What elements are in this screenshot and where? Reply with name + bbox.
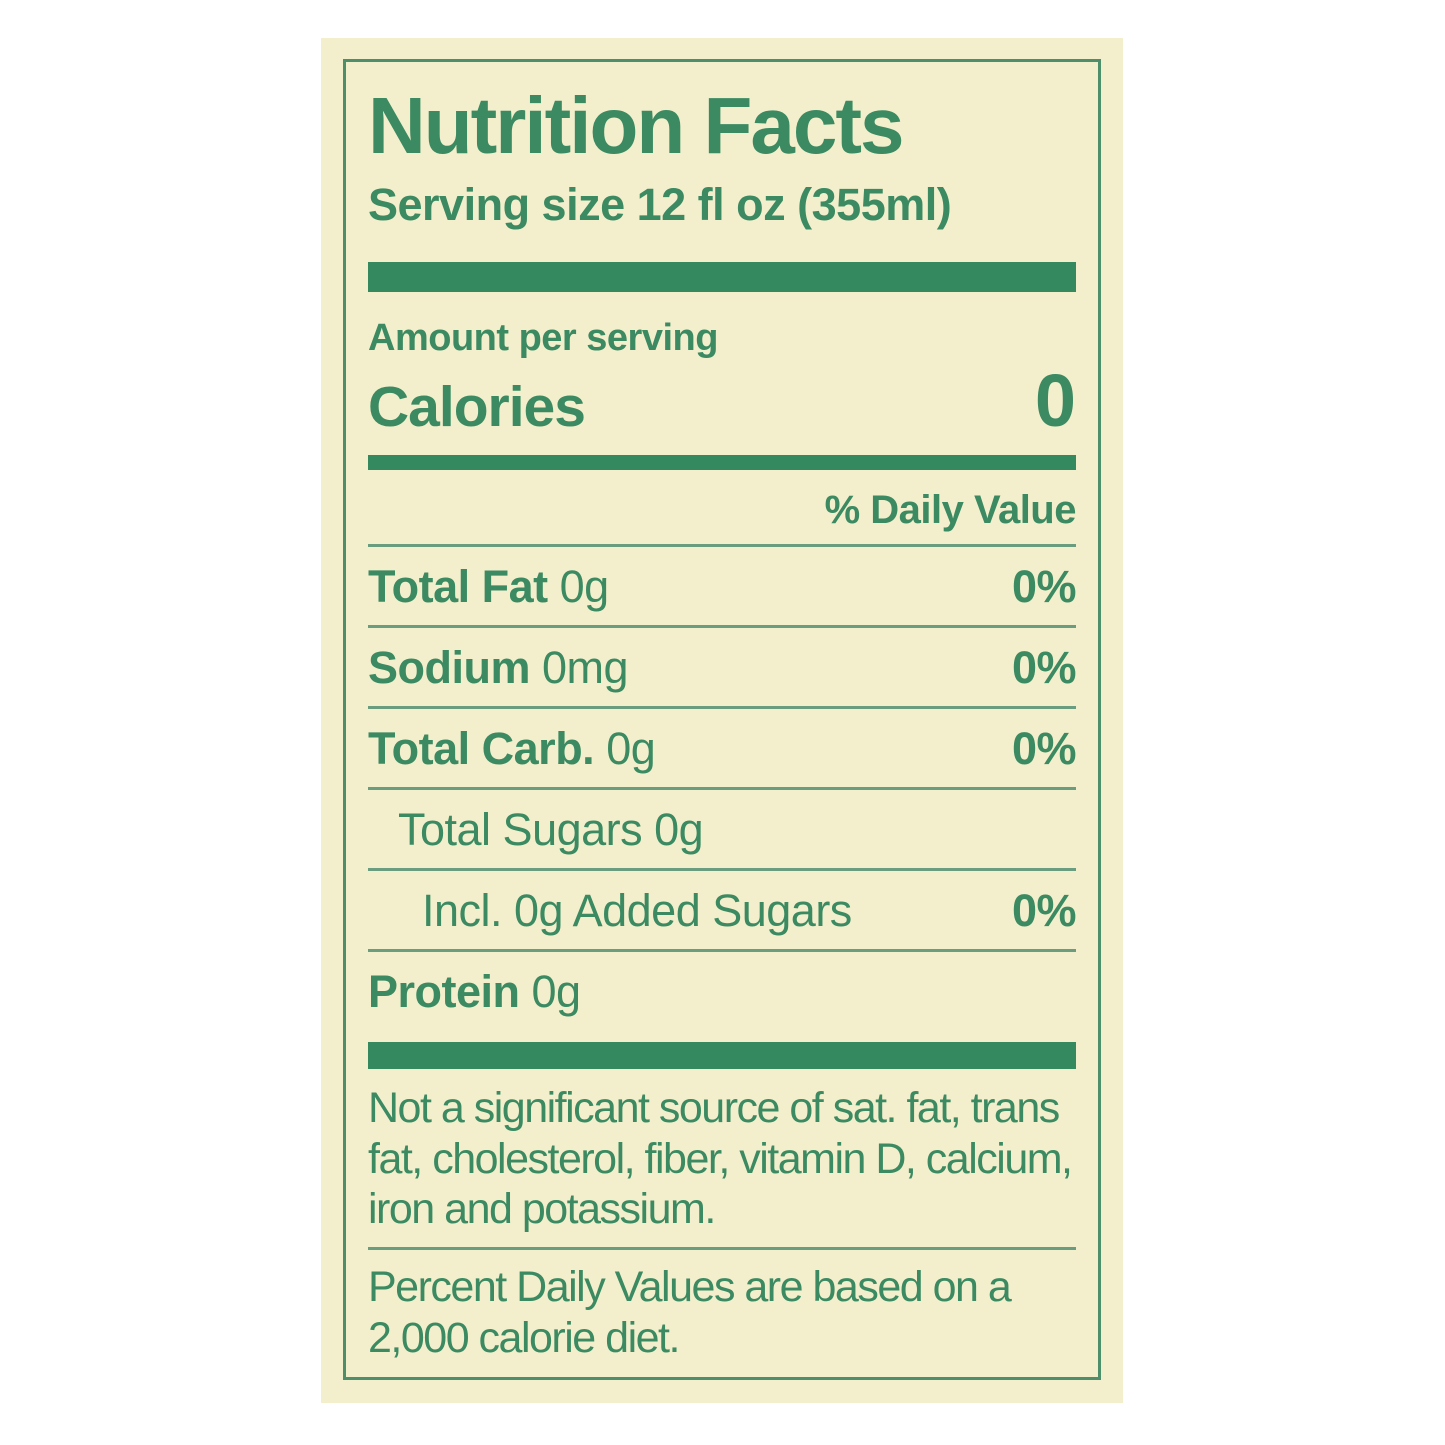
thick-divider-bar-bottom <box>368 1041 1076 1069</box>
footnote-divider-line <box>368 1247 1076 1251</box>
not-significant-source-footnote: Not a significant source of sat. fat, tr… <box>368 1083 1073 1234</box>
nutrient-daily-value: 0% <box>1011 560 1077 612</box>
calories-label: Calories <box>368 374 586 439</box>
nutrient-name-and-amount: Total Carb. 0g <box>368 722 656 776</box>
nutrient-amount: 0g <box>559 560 610 612</box>
nutrient-daily-value: 0% <box>1011 722 1077 774</box>
nutrient-row-total-sugars: Total Sugars 0g <box>368 790 1076 871</box>
daily-value-header: % Daily Value <box>824 487 1077 532</box>
nutrient-name: Total Carb. <box>368 722 595 774</box>
medium-divider-bar <box>368 454 1076 470</box>
nutrient-row-total-carb: Total Carb. 0g 0% <box>368 709 1077 790</box>
nutrient-daily-value: 0% <box>1011 884 1077 936</box>
nutrient-row-sodium: Sodium 0mg 0% <box>368 628 1077 709</box>
nutrient-name-and-amount: Incl. 0g Added Sugars <box>422 884 864 938</box>
nutrient-row-protein: Protein 0g <box>368 952 1076 1030</box>
percent-daily-values-footnote: Percent Daily Values are based on a 2,00… <box>368 1263 1012 1362</box>
nutrient-name: Protein <box>368 965 520 1017</box>
nutrition-facts-title: Nutrition Facts <box>368 81 904 170</box>
nutrient-row-added-sugars: Incl. 0g Added Sugars 0% <box>368 871 1077 952</box>
nutrient-name-and-amount: Total Fat 0g <box>368 560 609 614</box>
amount-per-serving-text: Amount per serving <box>368 317 718 359</box>
serving-size-text: Serving size 12 fl oz (355ml) <box>368 179 952 230</box>
nutrient-name: Incl. 0g Added Sugars <box>422 884 852 936</box>
nutrient-name-and-amount: Sodium 0mg <box>368 641 629 695</box>
nutrient-name: Sodium <box>368 641 531 693</box>
calories-row: Calories 0 <box>368 358 1076 442</box>
nutrient-name: Total Fat <box>368 560 548 612</box>
nutrition-facts-border-box: Nutrition Facts Serving size 12 fl oz (3… <box>343 59 1101 1380</box>
nutrition-facts-panel: Nutrition Facts Serving size 12 fl oz (3… <box>321 38 1123 1403</box>
thick-divider-bar-top <box>368 262 1076 292</box>
nutrient-daily-value: 0% <box>1011 641 1077 693</box>
nutrient-amount: 0g <box>606 722 656 774</box>
nutrient-name: Total Sugars <box>398 803 643 855</box>
nutrient-name-and-amount: Total Sugars 0g <box>398 803 704 857</box>
calories-value: 0 <box>1034 358 1076 442</box>
nutrient-amount: 0g <box>654 803 704 855</box>
nutrient-amount: 0mg <box>542 641 629 693</box>
nutrient-row-total-fat: Total Fat 0g 0% <box>368 547 1077 628</box>
nutrient-amount: 0g <box>531 965 582 1017</box>
nutrient-rows: Total Fat 0g 0% Sodium 0mg 0% Total Carb. 0… <box>368 543 1077 1030</box>
nutrient-name-and-amount: Protein 0g <box>368 965 581 1019</box>
